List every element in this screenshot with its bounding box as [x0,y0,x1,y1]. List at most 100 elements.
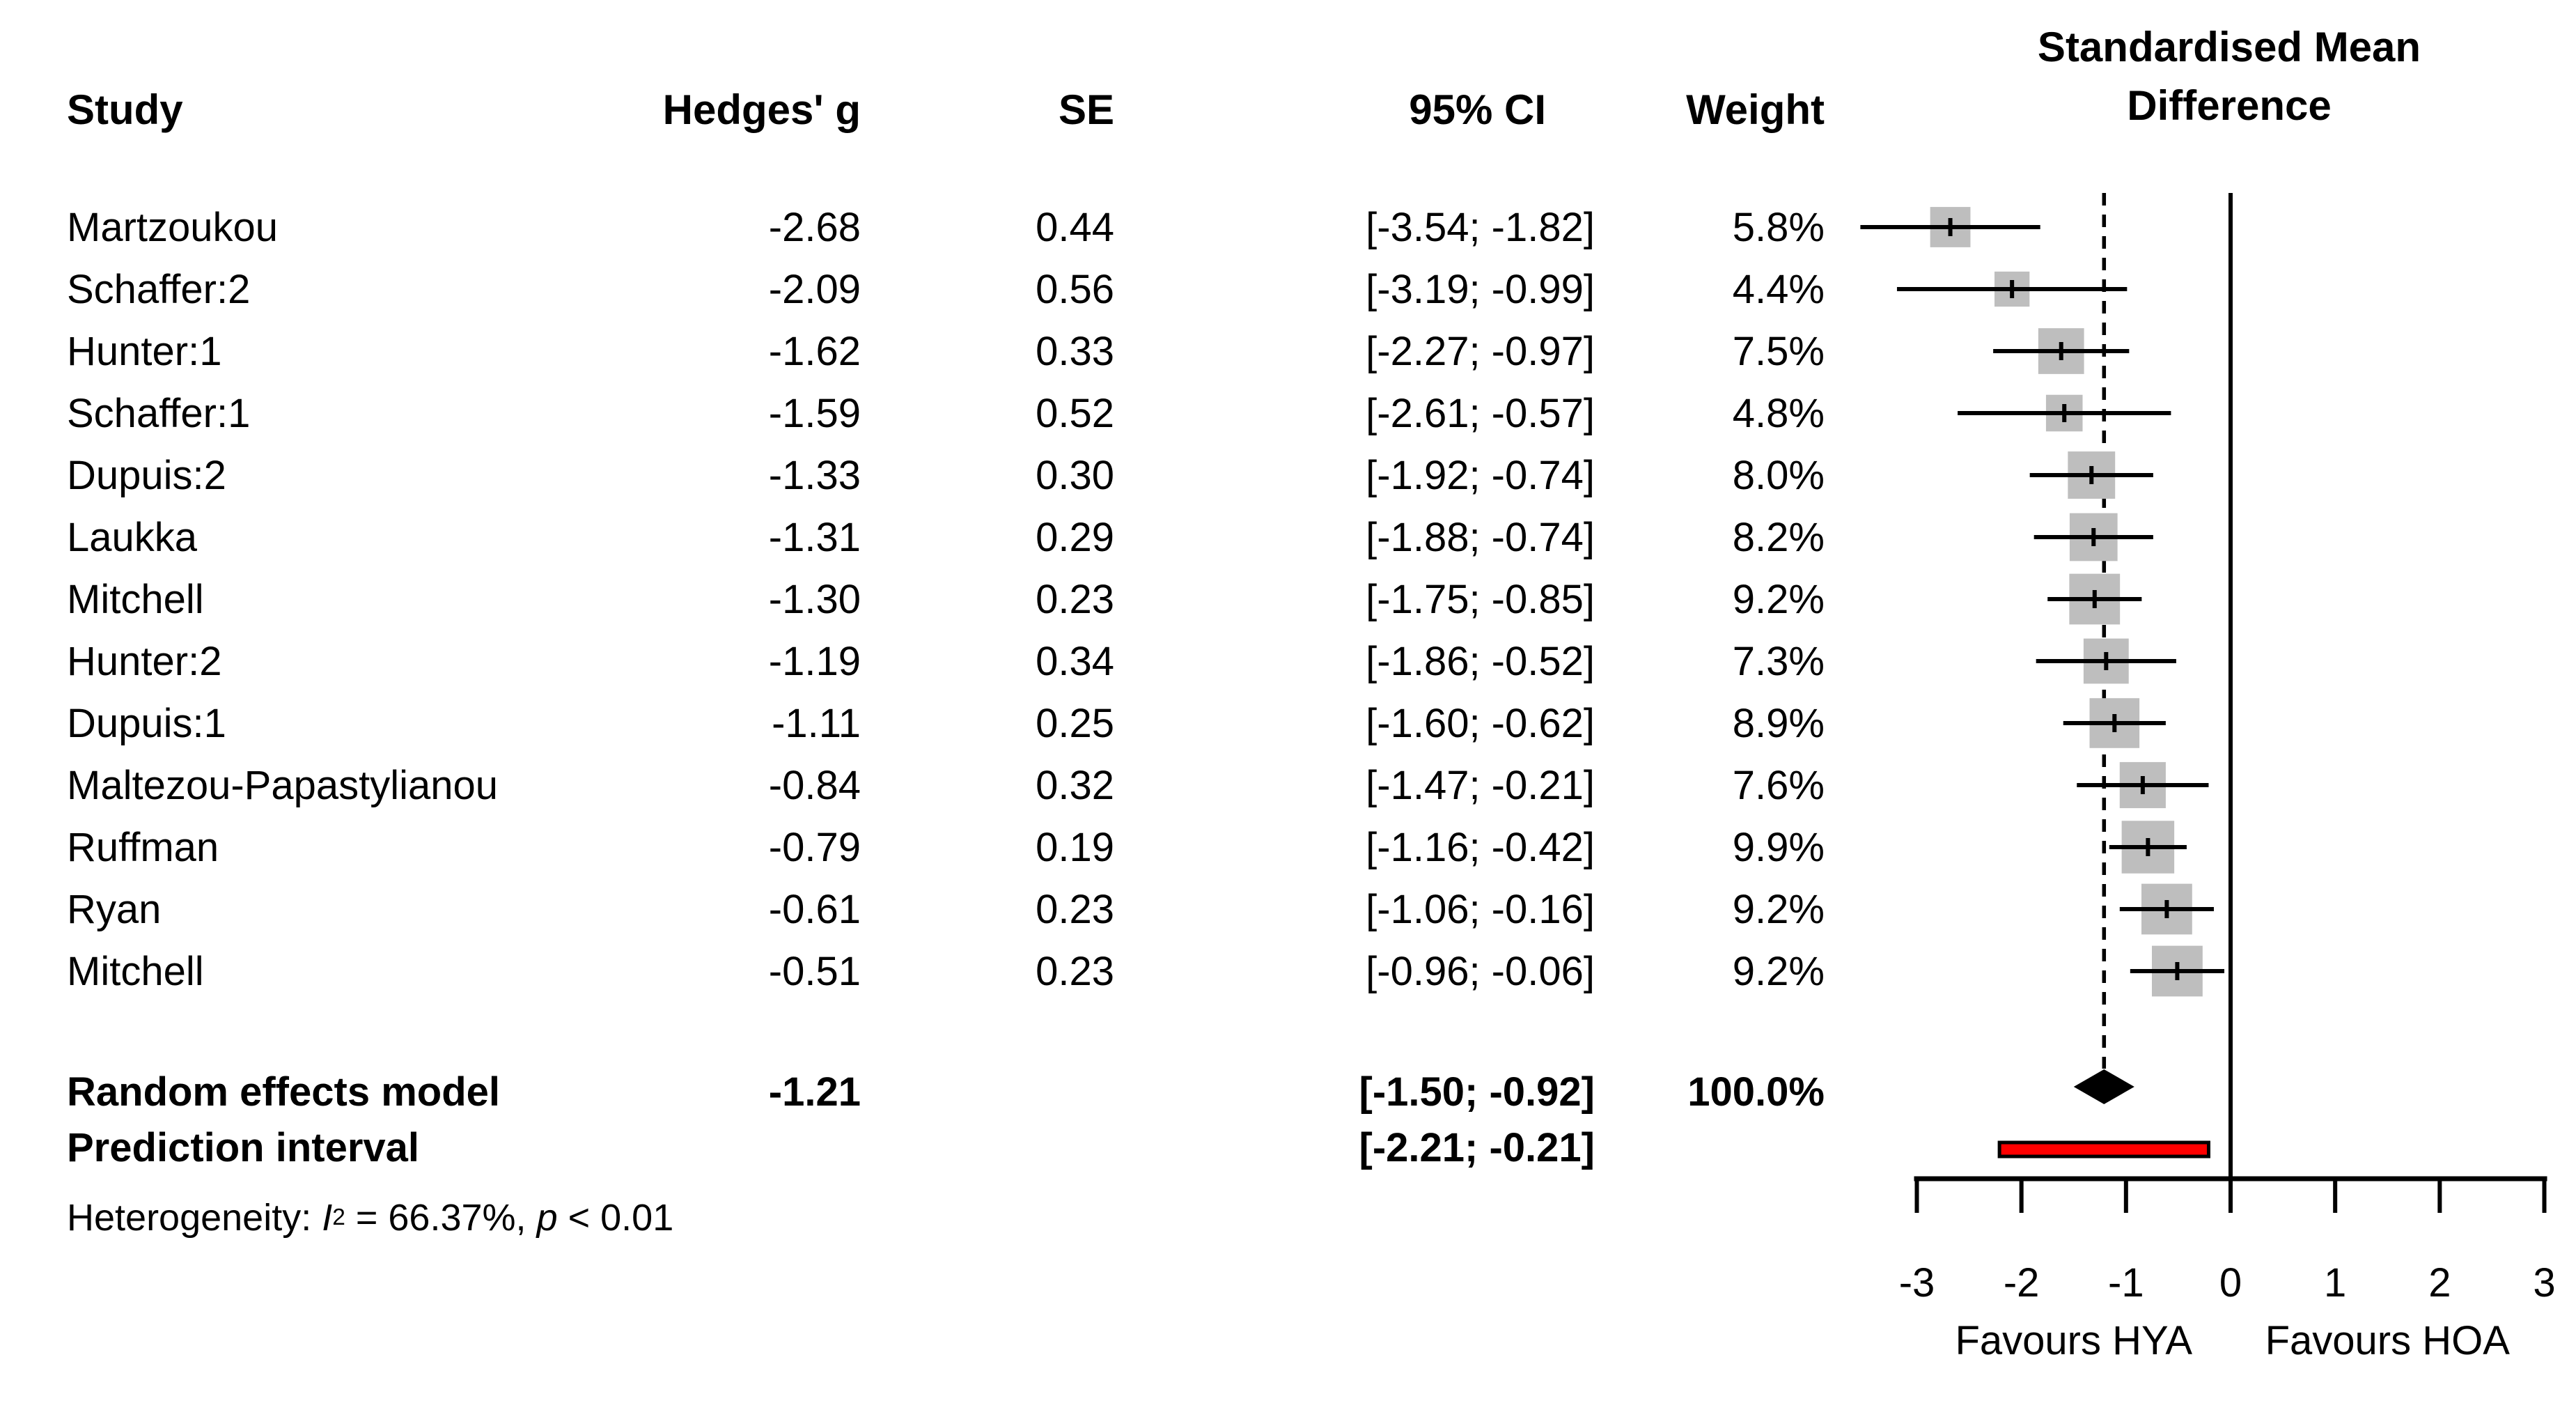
row-se: 0.23 [1036,577,1114,622]
row-g: -1.33 [768,453,861,498]
x-axis-tick-label: 1 [2324,1260,2346,1306]
heterogeneity-i-symbol: I [322,1196,333,1239]
prediction-interval-row: Prediction interval [-2.21; -0.21] [0,1117,1825,1179]
favours-right-label: Favours HOA [2265,1318,2511,1363]
row-se: 0.30 [1036,453,1114,498]
row-g: -2.68 [768,205,861,250]
column-header-row: Study Hedges' g SE 95% CI Weight [0,79,1825,141]
row-ci: [-2.61; -0.57] [1366,391,1595,436]
row-ci: [-3.19; -0.99] [1366,267,1595,312]
row-study: Mitchell [67,577,204,622]
prediction-interval-bar [1997,1140,2210,1159]
table-row: Laukka -1.31 0.29 [-1.88; -0.74] 8.2% [0,506,1825,568]
row-g: -1.62 [768,329,861,374]
pooled-diamond [2073,1069,2134,1104]
row-study: Schaffer:2 [67,267,251,312]
row-g: -1.11 [772,701,861,746]
table-row: Hunter:1 -1.62 0.33 [-2.27; -0.97] 7.5% [0,320,1825,382]
random-effects-estimate: -1.21 [768,1069,861,1115]
table-row: Ryan -0.61 0.23 [-1.06; -0.16] 9.2% [0,878,1825,940]
row-weight: 8.2% [1732,515,1825,560]
row-g: -0.51 [768,949,861,994]
row-se: 0.32 [1036,763,1114,808]
x-axis-tick-label: -1 [2108,1260,2144,1306]
row-g: -1.30 [768,577,861,622]
row-study: Martzoukou [67,205,279,250]
row-ci: [-1.86; -0.52] [1366,639,1595,684]
random-effects-ci: [-1.50; -0.92] [1359,1069,1595,1115]
row-se: 0.33 [1036,329,1114,374]
x-axis-tick-label: -2 [2004,1260,2040,1306]
row-study: Dupuis:1 [67,701,226,746]
column-header-study: Study [67,86,183,133]
study-table: Martzoukou -2.68 0.44 [-3.54; -1.82] 5.8% Sch… [0,196,1825,1002]
row-weight: 4.8% [1732,391,1825,436]
x-axis-tick-label: 2 [2428,1260,2451,1306]
row-se: 0.29 [1036,515,1114,560]
row-ci: [-1.92; -0.74] [1366,453,1595,498]
row-se: 0.44 [1036,205,1114,250]
table-row: Ruffman -0.79 0.19 [-1.16; -0.42] 9.9% [0,816,1825,878]
row-weight: 8.9% [1732,701,1825,746]
prediction-interval-label: Prediction interval [67,1125,420,1170]
random-effects-row: Random effects model -1.21 [-1.50; -0.92… [0,1061,1825,1123]
row-ci: [-1.60; -0.62] [1366,701,1595,746]
prediction-interval-ci: [-2.21; -0.21] [1359,1125,1595,1170]
row-ci: [-1.88; -0.74] [1366,515,1595,560]
plot-title-line2: Difference [2127,82,2332,129]
row-study: Ryan [67,887,162,932]
row-g: -1.59 [768,391,861,436]
heterogeneity-p-value: < 0.01 [557,1196,674,1239]
table-row: Schaffer:1 -1.59 0.52 [-2.61; -0.57] 4.8% [0,382,1825,444]
row-g: -0.84 [768,763,861,808]
column-header-hedges-g: Hedges' g [662,86,861,133]
random-effects-label: Random effects model [67,1069,500,1115]
row-se: 0.34 [1036,639,1114,684]
table-row: Maltezou-Papastylianou -0.84 0.32 [-1.47; -… [0,754,1825,816]
row-g: -1.19 [768,639,861,684]
table-row: Mitchell -1.30 0.23 [-1.75; -0.85] 9.2% [0,568,1825,630]
row-study: Ruffman [67,825,219,870]
row-g: -0.61 [768,887,861,932]
row-ci: [-0.96; -0.06] [1366,949,1595,994]
row-weight: 4.4% [1732,267,1825,312]
row-se: 0.19 [1036,825,1114,870]
random-effects-weight: 100.0% [1687,1069,1825,1115]
table-row: Dupuis:1 -1.11 0.25 [-1.60; -0.62] 8.9% [0,692,1825,754]
table-row: Martzoukou -2.68 0.44 [-3.54; -1.82] 5.8% [0,196,1825,258]
row-g: -2.09 [768,267,861,312]
row-study: Hunter:2 [67,639,222,684]
row-weight: 9.2% [1732,577,1825,622]
row-se: 0.23 [1036,949,1114,994]
row-ci: [-1.16; -0.42] [1366,825,1595,870]
row-weight: 9.9% [1732,825,1825,870]
row-study: Dupuis:2 [67,453,226,498]
x-axis-tick-label: 0 [2219,1260,2242,1306]
table-row: Hunter:2 -1.19 0.34 [-1.86; -0.52] 7.3% [0,630,1825,692]
x-axis-tick-label: -3 [1899,1260,1935,1306]
plot-title-line1: Standardised Mean [2037,24,2421,70]
row-se: 0.56 [1036,267,1114,312]
row-weight: 8.0% [1732,453,1825,498]
table-row: Dupuis:2 -1.33 0.30 [-1.92; -0.74] 8.0% [0,444,1825,506]
row-study: Mitchell [67,949,204,994]
row-weight: 7.3% [1732,639,1825,684]
heterogeneity-prefix: Heterogeneity: [67,1196,322,1239]
row-weight: 7.6% [1732,763,1825,808]
table-row: Schaffer:2 -2.09 0.56 [-3.19; -0.99] 4.4% [0,258,1825,320]
row-study: Laukka [67,515,198,560]
table-row: Mitchell -0.51 0.23 [-0.96; -0.06] 9.2% [0,940,1825,1002]
row-study: Hunter:1 [67,329,222,374]
row-weight: 9.2% [1732,887,1825,932]
row-g: -1.31 [768,515,861,560]
column-header-se: SE [1058,86,1114,133]
row-weight: 5.8% [1732,205,1825,250]
row-ci: [-1.75; -0.85] [1366,577,1595,622]
row-se: 0.52 [1036,391,1114,436]
row-weight: 9.2% [1732,949,1825,994]
row-ci: [-1.47; -0.21] [1366,763,1595,808]
row-study: Maltezou-Papastylianou [67,763,499,808]
